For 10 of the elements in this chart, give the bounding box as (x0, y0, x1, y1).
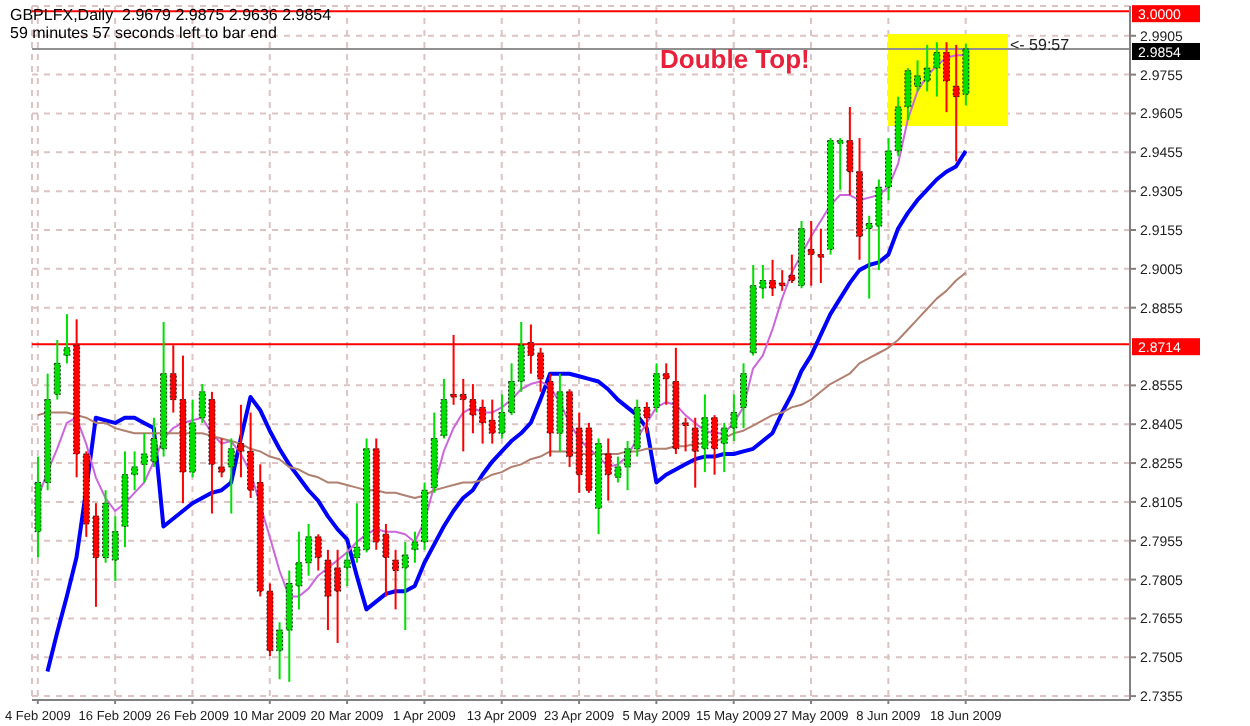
candlestick (53, 339, 61, 401)
text: 59 minutes 57 seconds left to bar end (10, 24, 279, 42)
candlestick (740, 362, 747, 430)
line-series (45, 149, 968, 674)
annotation: Double Top! (660, 44, 810, 74)
candlestick (440, 377, 448, 440)
candlestick (508, 362, 515, 417)
candlestick (131, 450, 139, 492)
line-series (36, 271, 967, 500)
text: <- 59:57 (1010, 36, 1070, 54)
